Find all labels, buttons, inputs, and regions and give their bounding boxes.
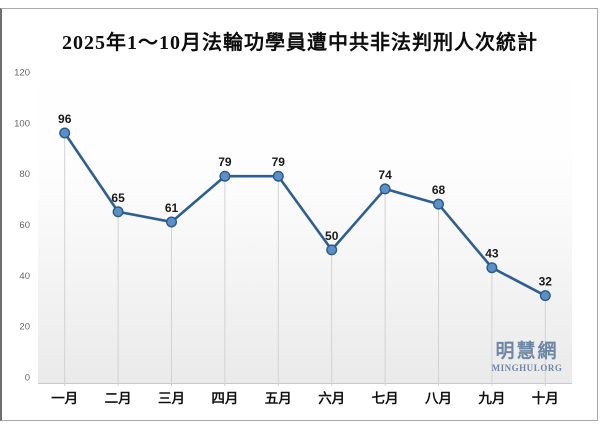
data-point-label: 79 — [218, 155, 232, 169]
y-tick-label: 100 — [14, 118, 30, 129]
watermark: 明慧網 MINGHUI.ORG — [482, 342, 572, 373]
x-tick-label: 九月 — [477, 391, 505, 406]
data-point — [272, 170, 284, 182]
data-point — [433, 198, 445, 210]
x-tick-label: 六月 — [318, 390, 345, 406]
data-point — [59, 127, 71, 139]
data-point — [486, 262, 498, 274]
x-tick-label: 二月 — [105, 391, 132, 406]
x-tick-label: 七月 — [372, 391, 399, 406]
x-tick-label: 十月 — [532, 390, 559, 406]
data-point — [112, 206, 124, 218]
data-point-label: 32 — [539, 275, 553, 289]
y-tick-label: 0 — [25, 373, 30, 384]
watermark-site-text: MINGHUI.ORG — [491, 363, 563, 373]
data-point — [326, 244, 338, 256]
data-point-label: 50 — [325, 229, 339, 243]
data-point-label: 79 — [272, 155, 286, 169]
data-point — [539, 290, 551, 302]
x-tick-label: 五月 — [265, 391, 292, 406]
data-point-label: 61 — [165, 201, 179, 215]
data-point-label: 96 — [58, 112, 72, 126]
plot-area — [38, 64, 572, 384]
data-point — [219, 170, 231, 182]
data-point-label: 43 — [485, 247, 499, 261]
chart-title: 2025年1～10月法輪功學員遭中共非法判刑人次統計 — [62, 32, 538, 54]
x-tick-label: 一月 — [51, 391, 78, 406]
data-point-label: 68 — [432, 183, 446, 197]
y-tick-label: 60 — [19, 220, 30, 231]
y-tick-label: 120 — [14, 68, 30, 79]
data-point — [379, 183, 391, 195]
x-tick-label: 四月 — [211, 391, 238, 406]
x-tick-label: 八月 — [424, 391, 452, 406]
y-tick-label: 20 — [19, 322, 30, 333]
data-point-label: 65 — [111, 191, 125, 205]
data-line — [63, 131, 547, 297]
y-tick-label: 80 — [19, 169, 30, 180]
y-tick-label: 40 — [19, 271, 30, 282]
data-point — [165, 216, 177, 228]
watermark-chinese-text: 明慧網 — [495, 341, 559, 362]
data-point-label: 74 — [378, 168, 392, 182]
x-tick-label: 三月 — [158, 391, 185, 406]
